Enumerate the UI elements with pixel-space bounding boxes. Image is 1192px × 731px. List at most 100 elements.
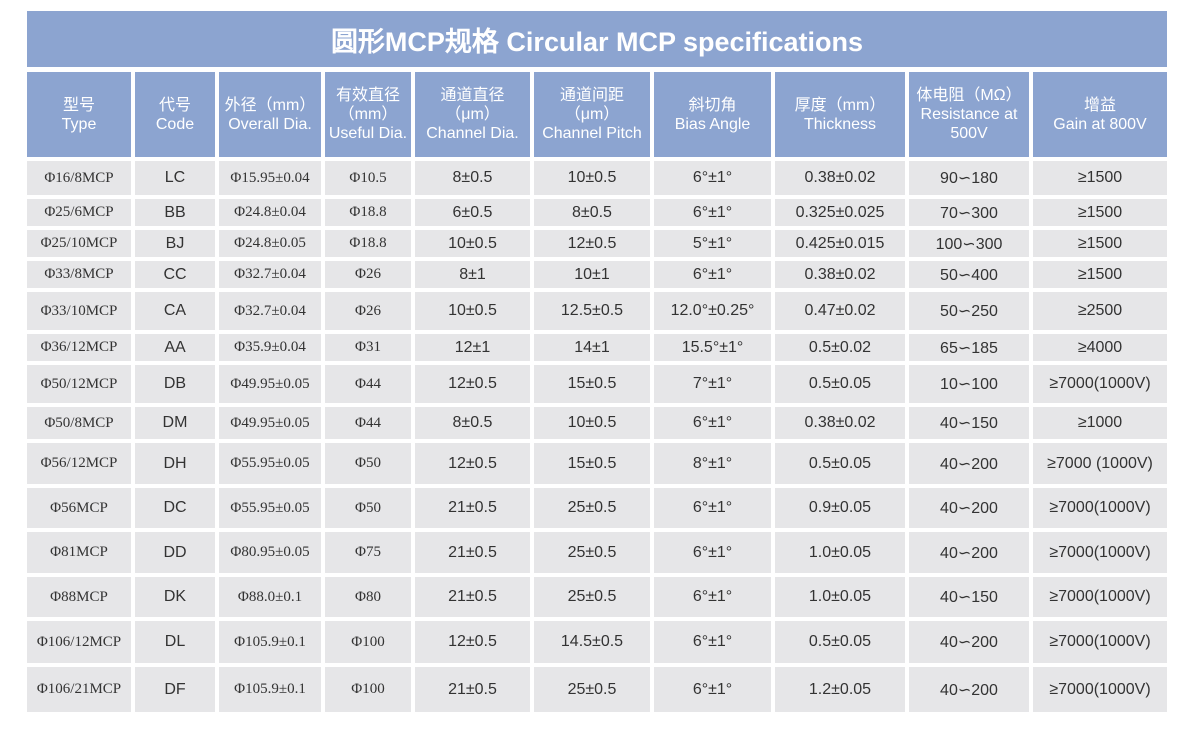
table-cell: ≥7000(1000V) bbox=[1033, 621, 1167, 663]
table-cell: 0.5±0.05 bbox=[775, 443, 905, 484]
table-cell: 6±0.5 bbox=[415, 199, 530, 226]
table-cell: 21±0.5 bbox=[415, 577, 530, 617]
table-cell: ≥1500 bbox=[1033, 161, 1167, 195]
table-cell: 21±0.5 bbox=[415, 532, 530, 573]
table-cell: 10±0.5 bbox=[534, 161, 650, 195]
column-header: 代号 Code bbox=[135, 72, 215, 157]
header-zh: 外径（mm） bbox=[224, 96, 316, 114]
table-cell: 7°±1° bbox=[654, 365, 771, 403]
table-cell: Φ55.95±0.05 bbox=[219, 488, 321, 528]
table-cell: Φ36/12MCP bbox=[27, 334, 131, 361]
table-cell: 25±0.5 bbox=[534, 577, 650, 617]
table-cell: 10±1 bbox=[534, 261, 650, 288]
header-zh: 增益 bbox=[1083, 96, 1116, 114]
table-cell: BJ bbox=[135, 230, 215, 257]
table-cell: Φ33/8MCP bbox=[27, 261, 131, 288]
table-cell: 100∽300 bbox=[909, 230, 1029, 257]
table-cell: ≥1500 bbox=[1033, 199, 1167, 226]
table-cell: Φ18.8 bbox=[325, 199, 411, 226]
table-cell: ≥7000(1000V) bbox=[1033, 488, 1167, 528]
table-cell: DH bbox=[135, 443, 215, 484]
table-cell: Φ80 bbox=[325, 577, 411, 617]
table-cell: Φ49.95±0.05 bbox=[219, 407, 321, 439]
table-cell: Φ16/8MCP bbox=[27, 161, 131, 195]
table-cell: 6°±1° bbox=[654, 199, 771, 226]
table-cell: 5°±1° bbox=[654, 230, 771, 257]
table-cell: Φ33/10MCP bbox=[27, 292, 131, 330]
table-cell: 0.9±0.05 bbox=[775, 488, 905, 528]
table-cell: Φ10.5 bbox=[325, 161, 411, 195]
table-cell: 40∽150 bbox=[909, 407, 1029, 439]
table-cell: 6°±1° bbox=[654, 577, 771, 617]
table-cell: 0.5±0.05 bbox=[775, 365, 905, 403]
table-cell: 0.47±0.02 bbox=[775, 292, 905, 330]
header-zh: 体电阻（MΩ） bbox=[916, 87, 1022, 104]
table-cell: Φ32.7±0.04 bbox=[219, 292, 321, 330]
table-cell: 65∽185 bbox=[909, 334, 1029, 361]
table-cell: ≥1000 bbox=[1033, 407, 1167, 439]
table-cell: 40∽200 bbox=[909, 488, 1029, 528]
table-cell: DL bbox=[135, 621, 215, 663]
table-cell: 50∽250 bbox=[909, 292, 1029, 330]
table-cell: ≥7000(1000V) bbox=[1033, 667, 1167, 712]
header-en: Gain at 800V bbox=[1053, 115, 1147, 133]
table-cell: Φ44 bbox=[325, 365, 411, 403]
table-cell: Φ80.95±0.05 bbox=[219, 532, 321, 573]
header-zh: 通道直径 bbox=[440, 87, 505, 104]
table-cell: 6°±1° bbox=[654, 488, 771, 528]
table-cell: 8±0.5 bbox=[534, 199, 650, 226]
table-cell: Φ88.0±0.1 bbox=[219, 577, 321, 617]
table-cell: 40∽200 bbox=[909, 532, 1029, 573]
column-header: 有效直径 （mm） Useful Dia. bbox=[325, 72, 411, 157]
table-cell: 0.38±0.02 bbox=[775, 161, 905, 195]
column-header: 体电阻（MΩ） Resistance at 500V bbox=[909, 72, 1029, 157]
table-cell: 8°±1° bbox=[654, 443, 771, 484]
table-cell: BB bbox=[135, 199, 215, 226]
header-en: Bias Angle bbox=[674, 115, 751, 133]
table-cell: 0.38±0.02 bbox=[775, 407, 905, 439]
table-cell: 6°±1° bbox=[654, 621, 771, 663]
table-cell: Φ24.8±0.04 bbox=[219, 199, 321, 226]
table-cell: 10∽100 bbox=[909, 365, 1029, 403]
table-cell: 14.5±0.5 bbox=[534, 621, 650, 663]
header-en: Code bbox=[155, 115, 195, 133]
header-en: Channel Dia. bbox=[426, 125, 519, 142]
table-cell: 40∽150 bbox=[909, 577, 1029, 617]
table-cell: 10±0.5 bbox=[415, 230, 530, 257]
table-cell: 8±1 bbox=[415, 261, 530, 288]
table-cell: 1.0±0.05 bbox=[775, 577, 905, 617]
table-cell: ≥2500 bbox=[1033, 292, 1167, 330]
header-zh: 通道间距 bbox=[559, 87, 624, 104]
table-cell: 1.2±0.05 bbox=[775, 667, 905, 712]
table-cell: 25±0.5 bbox=[534, 667, 650, 712]
table-cell: Φ32.7±0.04 bbox=[219, 261, 321, 288]
table-cell: 14±1 bbox=[534, 334, 650, 361]
header-en: Channel Pitch bbox=[542, 125, 642, 142]
table-cell: 25±0.5 bbox=[534, 488, 650, 528]
table-cell: Φ50 bbox=[325, 488, 411, 528]
header-zh: 厚度（mm） bbox=[794, 96, 886, 114]
table-title: 圆形MCP规格 Circular MCP specifications bbox=[27, 11, 1167, 67]
table-cell: 40∽200 bbox=[909, 667, 1029, 712]
table-cell: 12±0.5 bbox=[415, 443, 530, 484]
table-cell: Φ105.9±0.1 bbox=[219, 667, 321, 712]
column-header: 外径（mm） Overall Dia. bbox=[219, 72, 321, 157]
table-cell: DD bbox=[135, 532, 215, 573]
table-cell: 6°±1° bbox=[654, 667, 771, 712]
table-cell: DC bbox=[135, 488, 215, 528]
table-cell: 6°±1° bbox=[654, 161, 771, 195]
table-cell: 21±0.5 bbox=[415, 488, 530, 528]
table-cell: 12.0°±0.25° bbox=[654, 292, 771, 330]
table-cell: Φ100 bbox=[325, 621, 411, 663]
table-cell: Φ56MCP bbox=[27, 488, 131, 528]
header-unit: （mm） bbox=[338, 106, 398, 123]
table-cell: Φ24.8±0.05 bbox=[219, 230, 321, 257]
table-cell: Φ106/12MCP bbox=[27, 621, 131, 663]
table-cell: 0.325±0.025 bbox=[775, 199, 905, 226]
header-en2: 500V bbox=[950, 125, 988, 142]
table-cell: 15±0.5 bbox=[534, 365, 650, 403]
header-en: Resistance at bbox=[920, 106, 1018, 123]
table-cell: Φ56/12MCP bbox=[27, 443, 131, 484]
table-cell: 12±0.5 bbox=[415, 621, 530, 663]
table-cell: 1.0±0.05 bbox=[775, 532, 905, 573]
